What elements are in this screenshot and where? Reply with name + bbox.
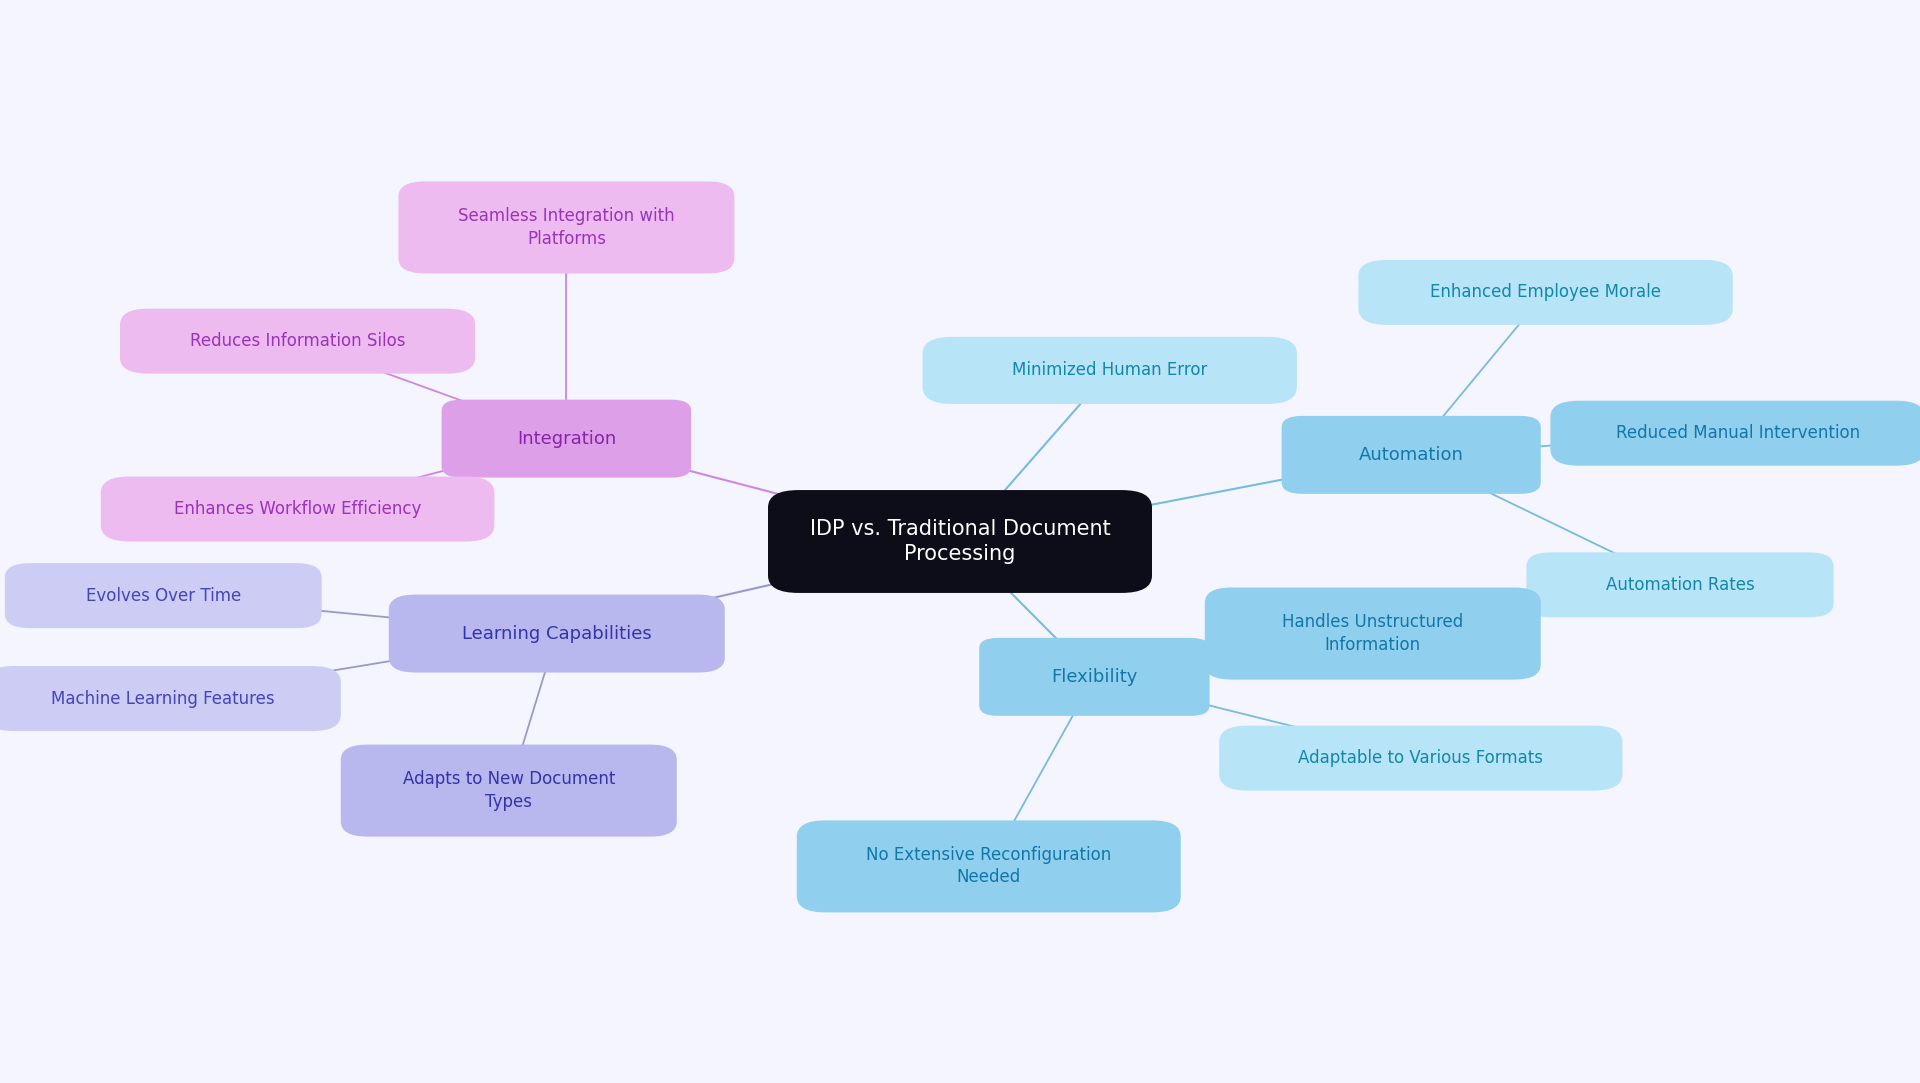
FancyBboxPatch shape <box>442 400 691 478</box>
Text: Evolves Over Time: Evolves Over Time <box>86 587 240 604</box>
Text: Adapts to New Document
Types: Adapts to New Document Types <box>403 770 614 811</box>
FancyBboxPatch shape <box>1359 260 1734 325</box>
FancyBboxPatch shape <box>340 745 676 837</box>
FancyBboxPatch shape <box>979 638 1210 716</box>
Text: Learning Capabilities: Learning Capabilities <box>463 625 651 642</box>
FancyBboxPatch shape <box>1206 587 1540 680</box>
Text: No Extensive Reconfiguration
Needed: No Extensive Reconfiguration Needed <box>866 846 1112 887</box>
FancyBboxPatch shape <box>119 309 476 374</box>
Text: Automation: Automation <box>1359 446 1463 464</box>
FancyBboxPatch shape <box>922 337 1298 404</box>
Text: Machine Learning Features: Machine Learning Features <box>52 690 275 707</box>
Text: Integration: Integration <box>516 430 616 447</box>
Text: Adaptable to Various Formats: Adaptable to Various Formats <box>1298 749 1544 767</box>
FancyBboxPatch shape <box>1526 552 1834 617</box>
FancyBboxPatch shape <box>797 821 1181 912</box>
FancyBboxPatch shape <box>1219 726 1622 791</box>
Text: Enhances Workflow Efficiency: Enhances Workflow Efficiency <box>175 500 420 518</box>
FancyBboxPatch shape <box>768 490 1152 593</box>
Text: Flexibility: Flexibility <box>1052 668 1137 686</box>
Text: Seamless Integration with
Platforms: Seamless Integration with Platforms <box>459 207 674 248</box>
FancyBboxPatch shape <box>388 595 724 673</box>
Text: Minimized Human Error: Minimized Human Error <box>1012 362 1208 379</box>
FancyBboxPatch shape <box>0 666 340 731</box>
Text: Automation Rates: Automation Rates <box>1605 576 1755 593</box>
FancyBboxPatch shape <box>397 182 733 274</box>
FancyBboxPatch shape <box>1551 401 1920 466</box>
Text: Handles Unstructured
Information: Handles Unstructured Information <box>1283 613 1463 654</box>
FancyBboxPatch shape <box>1283 416 1540 494</box>
Text: Reduced Manual Intervention: Reduced Manual Intervention <box>1615 425 1860 442</box>
Text: Reduces Information Silos: Reduces Information Silos <box>190 332 405 350</box>
Text: IDP vs. Traditional Document
Processing: IDP vs. Traditional Document Processing <box>810 519 1110 564</box>
FancyBboxPatch shape <box>6 563 323 628</box>
Text: Enhanced Employee Morale: Enhanced Employee Morale <box>1430 284 1661 301</box>
FancyBboxPatch shape <box>102 477 495 542</box>
